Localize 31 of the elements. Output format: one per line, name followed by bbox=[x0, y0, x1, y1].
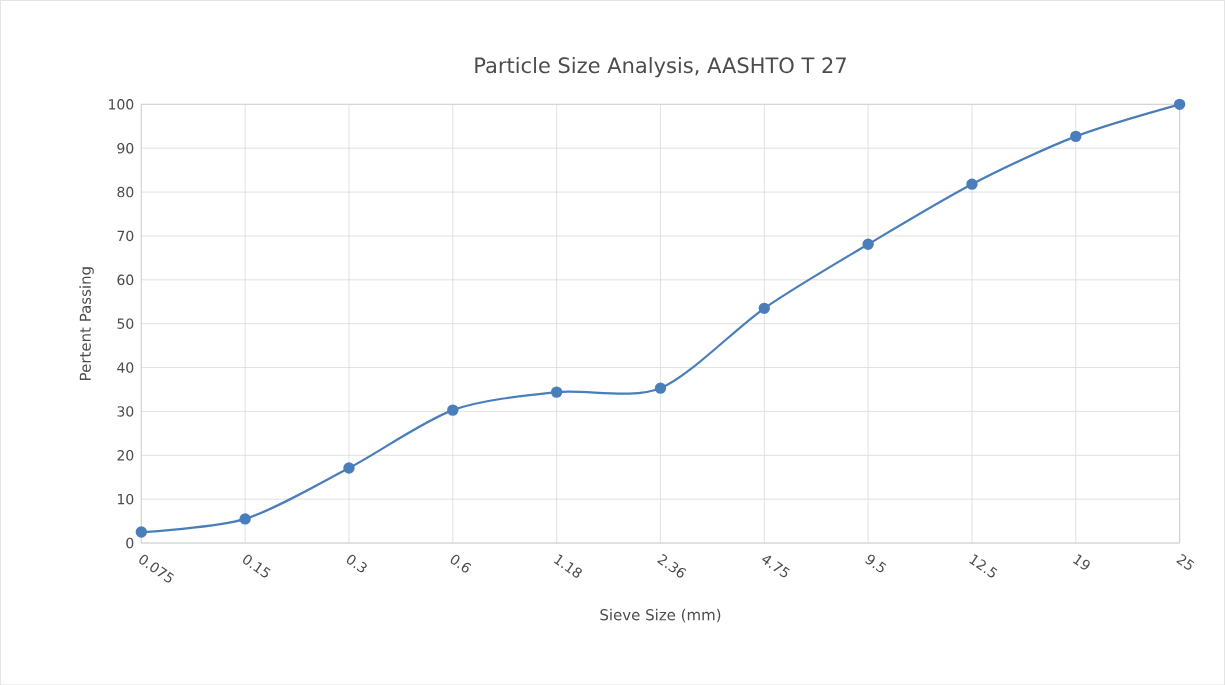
y-tick-label: 30 bbox=[117, 405, 134, 417]
point bbox=[239, 513, 251, 525]
x-tick-label: 25 bbox=[1176, 553, 1195, 570]
x-tick-label: 0.6 bbox=[450, 554, 472, 573]
point bbox=[862, 238, 874, 250]
chart-title: Particle Size Analysis, AASHTO T 27 bbox=[475, 56, 846, 78]
point bbox=[1173, 98, 1186, 110]
point bbox=[135, 526, 148, 538]
y-tick-label: 100 bbox=[109, 98, 134, 110]
y-tick-label: 10 bbox=[117, 493, 134, 505]
x-axis-title: Sieve Size (mm) bbox=[600, 608, 721, 623]
y-tick-label: 70 bbox=[117, 230, 134, 242]
point bbox=[343, 462, 355, 474]
point bbox=[654, 382, 667, 394]
y-tick-label: 90 bbox=[117, 142, 134, 154]
y-tick-label: 60 bbox=[117, 274, 134, 285]
x-tick-label: 9.5 bbox=[865, 554, 887, 573]
y-tick-label: 80 bbox=[117, 186, 134, 198]
point bbox=[1070, 130, 1082, 142]
point bbox=[447, 404, 459, 416]
point bbox=[758, 302, 770, 314]
y-axis-title: Pertent Passing bbox=[79, 267, 94, 380]
y-tick-label: 40 bbox=[117, 362, 134, 373]
y-tick-label: 0 bbox=[126, 537, 134, 549]
point bbox=[550, 386, 563, 398]
point bbox=[966, 178, 978, 190]
y-tick-label: 20 bbox=[117, 449, 134, 461]
y-tick-label: 50 bbox=[117, 318, 134, 329]
x-tick-label: 4.75 bbox=[762, 555, 790, 578]
x-tick-label: 0.3 bbox=[346, 554, 367, 573]
x-tick-label: 19 bbox=[1072, 554, 1090, 570]
